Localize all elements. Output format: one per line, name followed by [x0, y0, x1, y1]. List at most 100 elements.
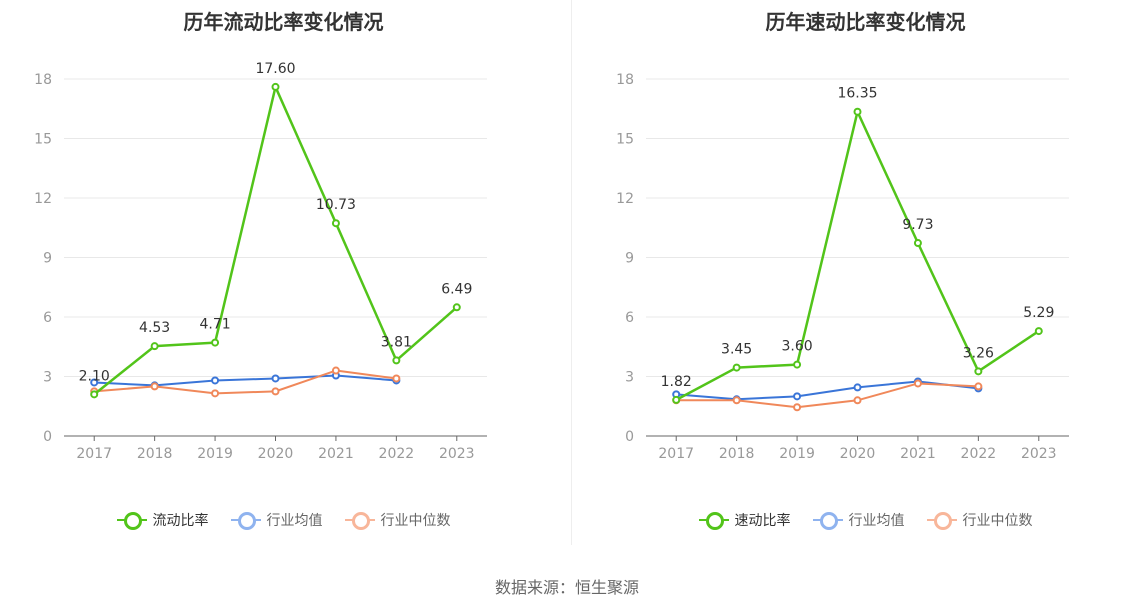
y-tick-label: 18	[616, 72, 634, 88]
legend-item[interactable]: 速动比率	[698, 510, 791, 530]
chart-title: 历年流动比率变化情况	[183, 10, 384, 34]
series-industry-mean	[90, 371, 401, 390]
data-point	[271, 82, 280, 91]
data-point	[211, 338, 220, 347]
y-tick-label: 3	[625, 370, 634, 386]
legend-item[interactable]: 流动比率	[116, 510, 209, 530]
x-tick-label: 2021	[900, 446, 936, 462]
legend-label: 行业均值	[848, 513, 905, 529]
data-label: 17.60	[255, 61, 295, 77]
series-main: 1.82 3.45 3.60 16.35 9.73 3.26 5.29	[661, 86, 1054, 404]
x-tick-label: 2023	[1021, 446, 1057, 462]
data-point	[331, 366, 340, 375]
x-tick-label: 2020	[258, 446, 294, 462]
y-tick-label: 12	[34, 191, 52, 207]
data-label: 3.60	[781, 339, 812, 355]
legend-item[interactable]: 行业中位数	[926, 510, 1033, 530]
legend-label: 行业均值	[266, 513, 323, 529]
x-tick-label: 2022	[961, 446, 997, 462]
x-tick-label: 2023	[439, 446, 475, 462]
y-tick-label: 15	[616, 132, 634, 148]
y-tick-label: 0	[625, 429, 634, 445]
data-point	[271, 374, 280, 383]
data-label: 10.73	[316, 197, 356, 213]
data-point	[392, 356, 401, 365]
series-industry-median	[90, 366, 401, 398]
y-tick-label: 9	[43, 251, 52, 267]
data-label: 6.49	[441, 281, 472, 297]
data-point	[1034, 327, 1043, 336]
legend-swatch	[698, 510, 729, 530]
x-tick-label: 2018	[137, 446, 173, 462]
x-tick-label: 2017	[658, 446, 694, 462]
y-tick-label: 0	[43, 429, 52, 445]
series-industry-mean	[672, 377, 983, 404]
data-point	[90, 390, 99, 399]
series-line	[94, 369, 397, 395]
data-point	[211, 389, 220, 398]
legend-item[interactable]: 行业均值	[812, 510, 905, 530]
data-label: 3.26	[963, 345, 994, 361]
data-point	[331, 219, 340, 228]
data-point	[211, 376, 220, 385]
legend-swatch	[926, 510, 957, 530]
y-tick-label: 6	[43, 310, 52, 326]
y-tick-label: 3	[43, 370, 52, 386]
x-tick-label: 2021	[318, 446, 354, 462]
data-point	[150, 342, 159, 351]
x-tick-label: 2022	[379, 446, 415, 462]
data-point	[793, 392, 802, 401]
data-point	[793, 360, 802, 369]
data-point	[392, 374, 401, 383]
legend-label: 行业中位数	[380, 513, 451, 529]
legend-item[interactable]: 行业中位数	[344, 510, 451, 530]
series-line	[676, 380, 979, 401]
data-point	[672, 395, 681, 404]
data-label: 1.82	[661, 374, 692, 390]
data-point	[974, 367, 983, 376]
data-label: 3.45	[721, 342, 752, 358]
y-tick-label: 6	[625, 310, 634, 326]
legend-swatch	[812, 510, 843, 530]
legend-item[interactable]: 行业均值	[230, 510, 323, 530]
data-point	[974, 382, 983, 391]
legend-swatch	[230, 510, 261, 530]
data-point	[271, 387, 280, 396]
current-ratio-chart: 历年流动比率变化情况 0 3 6 9 12 15 18 2017 2018 2019 2020 202…	[0, 0, 567, 545]
chart-legend: 速动比率 行业均值 行业中位数	[582, 510, 1134, 530]
data-source-note: 数据来源：恒生聚源	[494, 578, 639, 597]
data-label: 9.73	[902, 217, 933, 233]
legend-swatch	[116, 510, 147, 530]
data-point	[853, 396, 862, 405]
data-label: 2.10	[79, 368, 110, 384]
data-label: 4.53	[139, 320, 170, 336]
data-point	[913, 379, 922, 388]
data-point	[913, 239, 922, 248]
data-point	[732, 396, 741, 405]
data-point	[793, 403, 802, 412]
chart-legend: 流动比率 行业均值 行业中位数	[0, 510, 567, 530]
x-tick-label: 2017	[76, 446, 112, 462]
data-label: 16.35	[837, 86, 877, 102]
x-tick-label: 2018	[719, 446, 755, 462]
data-point	[853, 383, 862, 392]
panel-divider	[571, 0, 572, 545]
series-main: 2.10 4.53 4.71 17.60 10.73 3.81 6.49	[79, 61, 472, 399]
data-label: 3.81	[381, 334, 412, 350]
data-label: 5.29	[1023, 305, 1054, 321]
legend-label: 行业中位数	[962, 513, 1033, 529]
data-label: 4.71	[199, 317, 230, 333]
x-tick-label: 2019	[197, 446, 233, 462]
legend-label: 流动比率	[152, 513, 209, 529]
y-tick-label: 18	[34, 72, 52, 88]
x-tick-label: 2020	[840, 446, 876, 462]
series-industry-median	[672, 379, 983, 412]
data-point	[150, 382, 159, 391]
quick-ratio-chart: 历年速动比率变化情况 0 3 6 9 12 15 18 2017 2018 2019 2020 202…	[582, 0, 1134, 545]
current-ratio-plot: 0 3 6 9 12 15 18 2017 2018 2019 2020 2021 2022 2023 2.…	[34, 61, 487, 462]
x-tick-label: 2019	[779, 446, 815, 462]
y-tick-label: 9	[625, 251, 634, 267]
y-tick-label: 15	[34, 132, 52, 148]
data-point	[853, 107, 862, 116]
quick-ratio-plot: 0 3 6 9 12 15 18 2017 2018 2019 2020 2021 2022 2023 1.…	[616, 72, 1069, 462]
